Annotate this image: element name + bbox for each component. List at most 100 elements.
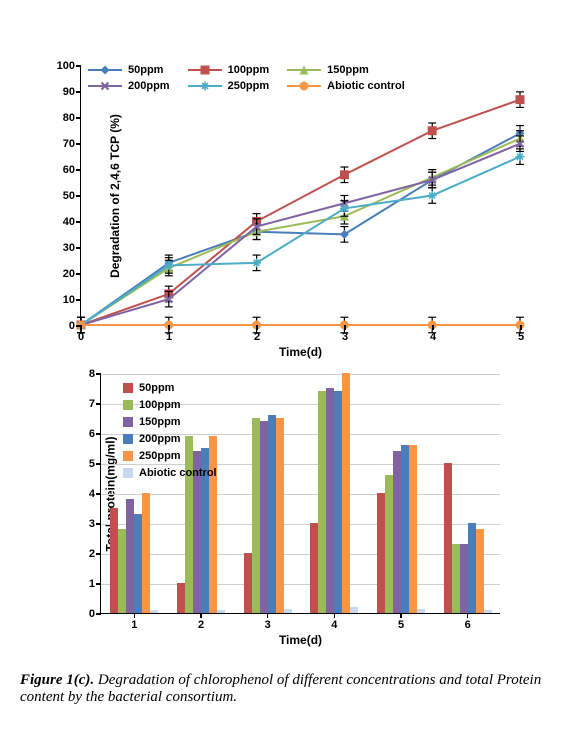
legend-item: 250ppm (123, 448, 217, 464)
xtick-mark (467, 613, 469, 618)
legend-label: 100ppm (139, 399, 181, 411)
bar (393, 451, 401, 613)
bar-plot-area: 50ppm 100ppm 150ppm 200ppm 250ppm Abiotic con… (100, 374, 500, 614)
bar (177, 583, 185, 613)
bar (126, 499, 134, 613)
series-marker (428, 126, 437, 135)
bar (284, 609, 292, 614)
line-plot-area: Degradation of 2,4,6 TCP (%) Time(d) 010… (80, 66, 520, 326)
legend-swatch (123, 468, 133, 478)
series-marker (340, 230, 349, 239)
bar (318, 391, 326, 613)
bar (342, 373, 350, 613)
gridline (101, 494, 500, 495)
gridline (101, 554, 500, 555)
bar (326, 388, 334, 613)
figure-caption: Figure 1(c). Degradation of chlorophenol… (8, 662, 560, 706)
series-line (81, 100, 520, 325)
xtick-mark (432, 325, 434, 330)
xtick-mark (520, 325, 522, 330)
series-marker (252, 258, 261, 267)
xtick-mark (80, 325, 82, 330)
ytick-mark (76, 65, 81, 67)
bar (244, 553, 252, 613)
bar (476, 529, 484, 613)
bar (118, 529, 126, 613)
legend-swatch (123, 383, 133, 393)
bar (268, 415, 276, 613)
bar (377, 493, 385, 613)
bar (134, 514, 142, 613)
ytick-mark (96, 373, 101, 375)
xtick-mark (256, 325, 258, 330)
legend-label: 250ppm (139, 450, 181, 462)
xtick-mark (334, 613, 336, 618)
legend-item: 200ppm (123, 431, 217, 447)
series-line (81, 133, 520, 325)
ytick-mark (76, 195, 81, 197)
legend-swatch (123, 451, 133, 461)
caption-label: Figure 1(c). (20, 672, 94, 688)
ytick-mark (76, 221, 81, 223)
ytick-mark (76, 143, 81, 145)
line-chart-container: 50ppm100ppm150ppm200ppm250ppmAbiotic con… (8, 66, 560, 326)
bar (350, 607, 358, 613)
xtick-mark (344, 325, 346, 330)
legend-label: 50ppm (139, 382, 174, 394)
series-line (81, 157, 520, 325)
ytick-mark (96, 433, 101, 435)
ytick-mark (76, 273, 81, 275)
ytick-mark (76, 299, 81, 301)
bar (385, 475, 393, 613)
bar (217, 610, 225, 613)
ytick-mark (96, 463, 101, 465)
line-xlabel: Time(d) (279, 345, 322, 359)
ytick-mark (76, 91, 81, 93)
legend-swatch (123, 400, 133, 410)
xtick-mark (400, 613, 402, 618)
bar (142, 493, 150, 613)
bar (460, 544, 468, 613)
legend-swatch (123, 417, 133, 427)
bar (401, 445, 409, 613)
ytick-mark (76, 117, 81, 119)
legend-swatch (123, 434, 133, 444)
bar (276, 418, 284, 613)
bar (444, 463, 452, 613)
bar (110, 508, 118, 613)
bar (260, 421, 268, 613)
legend-item: 100ppm (123, 397, 217, 413)
ytick-mark (96, 523, 101, 525)
series-marker (516, 152, 525, 161)
caption-text: Degradation of chlorophenol of different… (20, 672, 541, 705)
legend-label: 200ppm (139, 433, 181, 445)
ytick-mark (96, 553, 101, 555)
ytick-mark (96, 493, 101, 495)
legend-label: Abiotic control (139, 467, 217, 479)
ytick-mark (76, 247, 81, 249)
series-marker (516, 95, 525, 104)
bar-xlabel: Time(d) (279, 633, 322, 647)
ytick-mark (96, 613, 101, 615)
xtick-mark (168, 325, 170, 330)
series-line (81, 139, 520, 325)
bar (468, 523, 476, 613)
xtick-mark (200, 613, 202, 618)
ytick-mark (76, 169, 81, 171)
gridline (101, 524, 500, 525)
bar (452, 544, 460, 613)
xtick-mark (267, 613, 269, 618)
series-marker (428, 191, 437, 200)
legend-item: 150ppm (123, 414, 217, 430)
bar (310, 523, 318, 613)
legend-item: 50ppm (123, 380, 217, 396)
gridline (101, 584, 500, 585)
xtick-mark (134, 613, 136, 618)
ytick-mark (96, 403, 101, 405)
gridline (101, 374, 500, 375)
series-marker (340, 170, 349, 179)
bar (334, 391, 342, 613)
bar-chart-container: 50ppm 100ppm 150ppm 200ppm 250ppm Abiotic con… (8, 374, 560, 614)
bar-legend: 50ppm 100ppm 150ppm 200ppm 250ppm Abiotic con… (123, 380, 217, 481)
series-line (81, 144, 520, 325)
